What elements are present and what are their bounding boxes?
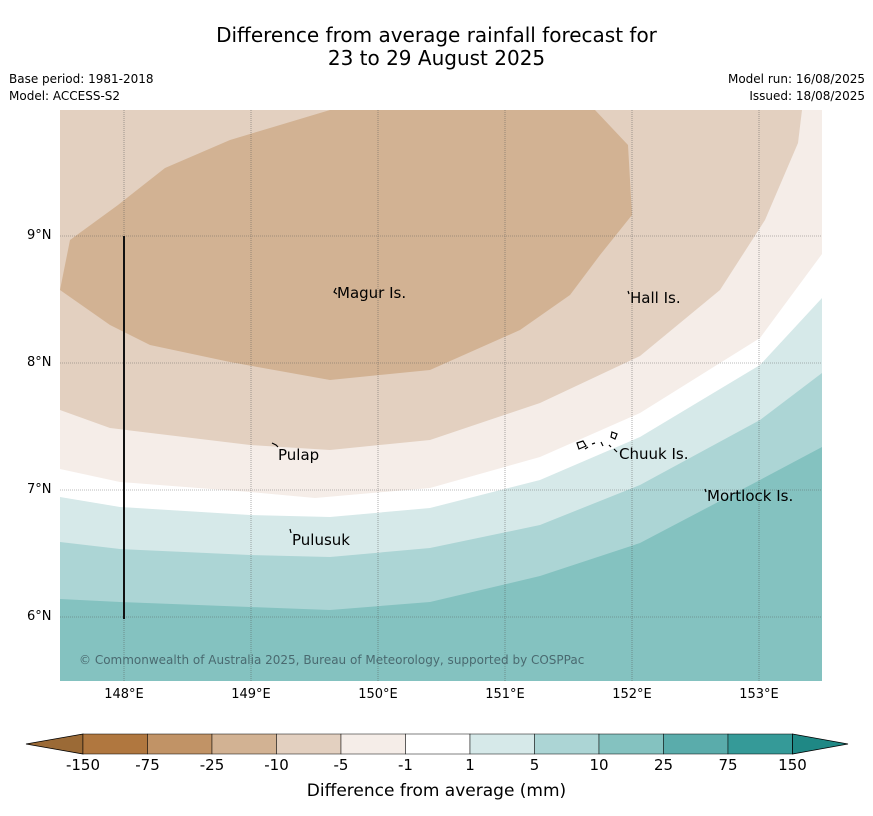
chuuk-lagoon-icon [576,431,618,453]
lon-label-150e: 150°E [358,687,398,702]
colorbar-cell [727,733,793,755]
colorbar-tick-label: 10 [589,756,609,774]
colorbar-tick-label: -10 [264,756,289,774]
colorbar-cells [25,733,849,755]
band-minus25-to-minus10 [60,110,632,380]
colorbar-cell [340,733,406,755]
place-label-magur: Magur Is. [337,284,407,302]
colorbar-cell [82,733,148,755]
colorbar-tick-label: 5 [529,756,540,774]
pulap-island-icon [271,442,279,448]
colorbar-tick-label: -150 [65,756,101,774]
lat-label-9n: 9°N [27,228,52,243]
colorbar-extend-high [792,733,849,755]
place-label-pulap: Pulap [278,446,320,464]
lat-label-8n: 8°N [27,355,52,370]
colorbar-tick-label: -5 [333,756,349,774]
colorbar-cell [147,733,213,755]
place-label-mortlock: Mortlock Is. [707,487,794,505]
place-label-chuuk: Chuuk Is. [619,445,689,463]
lat-label-7n: 7°N [27,482,52,497]
model-name: Model: ACCESS-S2 [9,89,121,103]
island-outlines [271,287,707,534]
place-label-hall: Hall Is. [630,289,681,307]
base-period: Base period: 1981-2018 [9,72,154,86]
contour-layers [60,110,822,681]
colorbar-extend-low [25,733,84,755]
colorbar-cell [534,733,600,755]
colorbar-cell [405,733,471,755]
colorbar-cell [598,733,664,755]
meta-left: Base period: 1981-2018 Model: ACCESS-S2 [9,71,154,105]
colorbar-tick-label: -1 [398,756,413,774]
copyright-notice: © Commonwealth of Australia 2025, Bureau… [79,653,585,667]
colorbar-tick-label: -25 [199,756,225,774]
issued-date: Issued: 18/08/2025 [749,89,865,103]
colorbar-tick-label: 25 [653,756,674,774]
lon-label-153e: 153°E [739,687,779,702]
colorbar-tick-label: 75 [718,756,738,774]
magur-island-icon [333,287,338,295]
colorbar-cell [469,733,535,755]
lon-label-148e: 148°E [104,687,144,702]
colorbar-title: Difference from average (mm) [306,781,567,801]
model-run: Model run: 16/08/2025 [727,72,865,86]
lon-label-149e: 149°E [231,687,271,702]
meta-right: Model run: 16/08/2025 Issued: 18/08/2025 [728,71,865,105]
colorbar-cell [211,733,277,755]
colorbar-cell [276,733,342,755]
colorbar-tick-label: 1 [465,756,475,774]
lon-label-152e: 152°E [612,687,652,702]
map-title-line-2: 23 to 29 August 2025 [327,46,546,70]
hall-island-icon [627,290,630,295]
pulusuk-island-icon [289,528,292,534]
graticule [60,110,822,681]
colorbar-tick-label: -75 [135,756,160,774]
mortlock-island-icon [704,488,707,493]
lon-label-151e: 151°E [485,687,525,702]
place-label-pulusuk: Pulusuk [292,531,350,549]
lat-label-6n: 6°N [27,609,52,624]
map-title-line-1: Difference from average rainfall forecas… [216,23,657,47]
colorbar-tick-label: 150 [778,756,807,774]
colorbar-cell [663,733,729,755]
